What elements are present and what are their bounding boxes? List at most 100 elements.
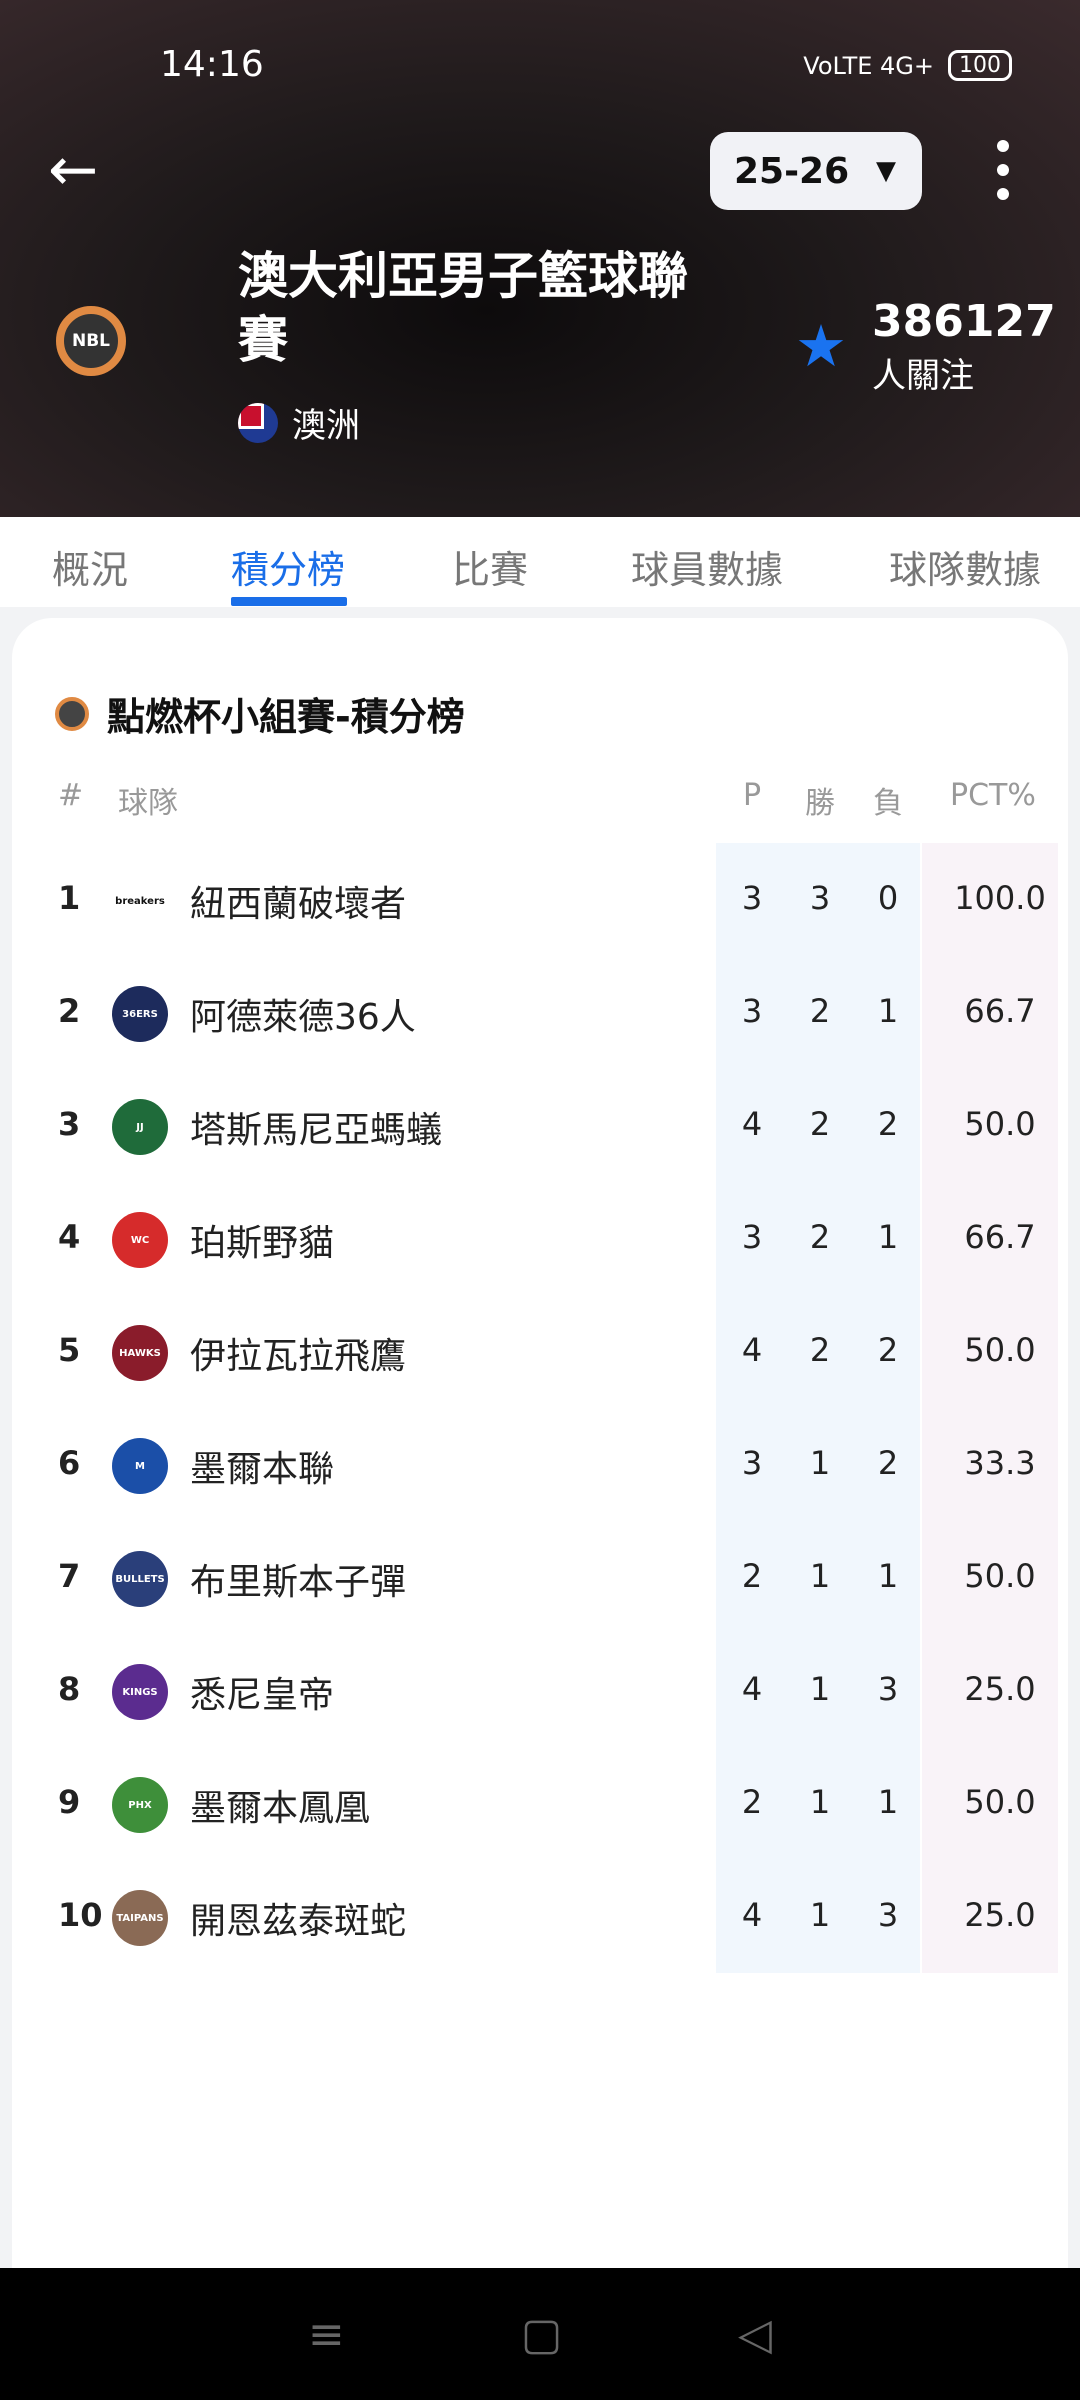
back-nav-icon[interactable]: ◁ bbox=[738, 2308, 773, 2360]
team-rank: 9 bbox=[58, 1783, 81, 1821]
tab-standings[interactable]: 積分榜 bbox=[231, 548, 346, 592]
wins: 3 bbox=[809, 879, 831, 917]
header-losses[interactable]: 負 bbox=[873, 786, 903, 821]
region-label: 澳洲 bbox=[292, 406, 360, 446]
table-row[interactable]: 10 TAIPANS 開恩茲泰斑蛇 4 1 3 25.0 bbox=[12, 1860, 1068, 1973]
team-logo-text: M bbox=[135, 1460, 145, 1472]
tab-team-stats[interactable]: 球隊數據 bbox=[889, 548, 1042, 592]
losses: 3 bbox=[877, 1896, 899, 1934]
header-rank: # bbox=[58, 778, 84, 813]
standings-title-text: 點燃杯小組賽-積分榜 bbox=[107, 695, 465, 739]
played: 4 bbox=[741, 1670, 763, 1708]
table-row[interactable]: 7 BULLETS 布里斯本子彈 2 1 1 50.0 bbox=[12, 1521, 1068, 1634]
win-pct: 50.0 bbox=[964, 1331, 1036, 1369]
menu-icon[interactable]: ≡ bbox=[307, 2308, 345, 2360]
team-rank: 1 bbox=[58, 879, 81, 917]
league-region: 澳洲 bbox=[238, 398, 360, 447]
league-logo: NBL bbox=[56, 306, 126, 376]
wins: 2 bbox=[809, 1218, 831, 1256]
header-played[interactable]: P bbox=[742, 778, 762, 813]
team-logo: breakers bbox=[112, 873, 168, 929]
win-pct: 50.0 bbox=[964, 1557, 1036, 1595]
team-name: 塔斯馬尼亞螞蟻 bbox=[190, 1110, 443, 1151]
team-logo-text: KINGS bbox=[122, 1686, 158, 1698]
played: 4 bbox=[741, 1896, 763, 1934]
table-row[interactable]: 8 KINGS 悉尼皇帝 4 1 3 25.0 bbox=[12, 1634, 1068, 1747]
win-pct: 25.0 bbox=[964, 1896, 1036, 1934]
win-pct: 25.0 bbox=[964, 1670, 1036, 1708]
team-rank: 8 bbox=[58, 1670, 81, 1708]
team-logo: HAWKS bbox=[112, 1325, 168, 1381]
team-logo-text: BULLETS bbox=[115, 1573, 165, 1585]
tab-overview[interactable]: 概況 bbox=[52, 548, 129, 592]
league-header: 14:16 VoLTE 4G+ 100 ← 25-26 ▼ NBL 澳大利亞男子… bbox=[0, 0, 1080, 517]
season-dropdown[interactable]: 25-26 ▼ bbox=[710, 132, 922, 210]
losses: 1 bbox=[877, 992, 899, 1030]
followers: 386127 人關注 bbox=[872, 296, 1056, 397]
team-logo-text: WC bbox=[130, 1234, 150, 1246]
table-row[interactable]: 5 HAWKS 伊拉瓦拉飛鷹 4 2 2 50.0 bbox=[12, 1295, 1068, 1408]
team-name: 墨爾本聯 bbox=[190, 1449, 335, 1490]
team-name: 阿德萊德36人 bbox=[190, 997, 416, 1038]
wins: 1 bbox=[809, 1670, 831, 1708]
team-name: 伊拉瓦拉飛鷹 bbox=[190, 1336, 407, 1377]
team-logo: M bbox=[112, 1438, 168, 1494]
table-row[interactable]: 9 PHX 墨爾本鳳凰 2 1 1 50.0 bbox=[12, 1747, 1068, 1860]
played: 3 bbox=[741, 1444, 763, 1482]
network-indicator: VoLTE 4G+ bbox=[803, 51, 934, 80]
team-rank: 7 bbox=[58, 1557, 81, 1595]
played: 3 bbox=[741, 992, 763, 1030]
followers-label: 人關注 bbox=[872, 356, 974, 396]
wins: 2 bbox=[809, 1331, 831, 1369]
team-rank: 6 bbox=[58, 1444, 81, 1482]
team-rank: 5 bbox=[58, 1331, 81, 1369]
table-row[interactable]: 4 WC 珀斯野貓 3 2 1 66.7 bbox=[12, 1182, 1068, 1295]
table-row[interactable]: 2 36ERS 阿德萊德36人 3 2 1 66.7 bbox=[12, 956, 1068, 1069]
tab-matches[interactable]: 比賽 bbox=[452, 548, 529, 592]
table-row[interactable]: 1 breakers 紐西蘭破壞者 3 3 0 100.0 bbox=[12, 843, 1068, 956]
season-value: 25-26 bbox=[734, 150, 850, 192]
losses: 2 bbox=[877, 1444, 899, 1482]
header-wins[interactable]: 勝 bbox=[805, 786, 835, 821]
played: 4 bbox=[741, 1331, 763, 1369]
standings-card: 點燃杯小組賽-積分榜 # 球隊 P 勝 負 PCT% 1 breakers 紐西蘭破… bbox=[12, 618, 1068, 2318]
battery-icon: 100 bbox=[948, 50, 1012, 81]
table-row[interactable]: 6 M 墨爾本聯 3 1 2 33.3 bbox=[12, 1408, 1068, 1521]
team-logo: JJ bbox=[112, 1099, 168, 1155]
team-logo: KINGS bbox=[112, 1664, 168, 1720]
win-pct: 50.0 bbox=[964, 1105, 1036, 1143]
follow-star-icon[interactable]: ★ bbox=[795, 312, 847, 380]
team-name: 紐西蘭破壞者 bbox=[190, 884, 407, 925]
wins: 1 bbox=[809, 1783, 831, 1821]
win-pct: 50.0 bbox=[964, 1783, 1036, 1821]
team-rank: 2 bbox=[58, 992, 81, 1030]
followers-count: 386127 bbox=[872, 296, 1056, 347]
team-logo: BULLETS bbox=[112, 1551, 168, 1607]
team-name: 悉尼皇帝 bbox=[190, 1675, 335, 1716]
status-time: 14:16 bbox=[160, 44, 264, 85]
losses: 1 bbox=[877, 1557, 899, 1595]
home-icon[interactable]: ▢ bbox=[520, 2308, 563, 2360]
table-row[interactable]: 3 JJ 塔斯馬尼亞螞蟻 4 2 2 50.0 bbox=[12, 1069, 1068, 1182]
header-pct[interactable]: PCT% bbox=[950, 778, 1036, 813]
losses: 0 bbox=[877, 879, 899, 917]
losses: 2 bbox=[877, 1331, 899, 1369]
win-pct: 33.3 bbox=[964, 1444, 1036, 1482]
team-logo: WC bbox=[112, 1212, 168, 1268]
tab-player-stats[interactable]: 球員數據 bbox=[631, 548, 784, 592]
win-pct: 100.0 bbox=[954, 879, 1046, 917]
tab-bar: 概況 積分榜 比賽 球員數據 球隊數據 bbox=[0, 517, 1080, 607]
team-logo-text: HAWKS bbox=[119, 1347, 161, 1359]
pct-column-bg bbox=[922, 843, 1058, 1973]
team-logo-text: 36ERS bbox=[122, 1008, 158, 1020]
system-nav-bar: ≡ ▢ ◁ bbox=[0, 2268, 1080, 2400]
team-logo-text: TAIPANS bbox=[116, 1912, 164, 1924]
more-options-icon[interactable] bbox=[988, 140, 1018, 200]
back-arrow-icon[interactable]: ← bbox=[48, 135, 99, 205]
wins: 1 bbox=[809, 1444, 831, 1482]
played: 2 bbox=[741, 1783, 763, 1821]
active-tab-indicator bbox=[231, 597, 347, 606]
wins: 2 bbox=[809, 1105, 831, 1143]
standings-title: 點燃杯小組賽-積分榜 bbox=[55, 686, 465, 741]
wins: 1 bbox=[809, 1896, 831, 1934]
